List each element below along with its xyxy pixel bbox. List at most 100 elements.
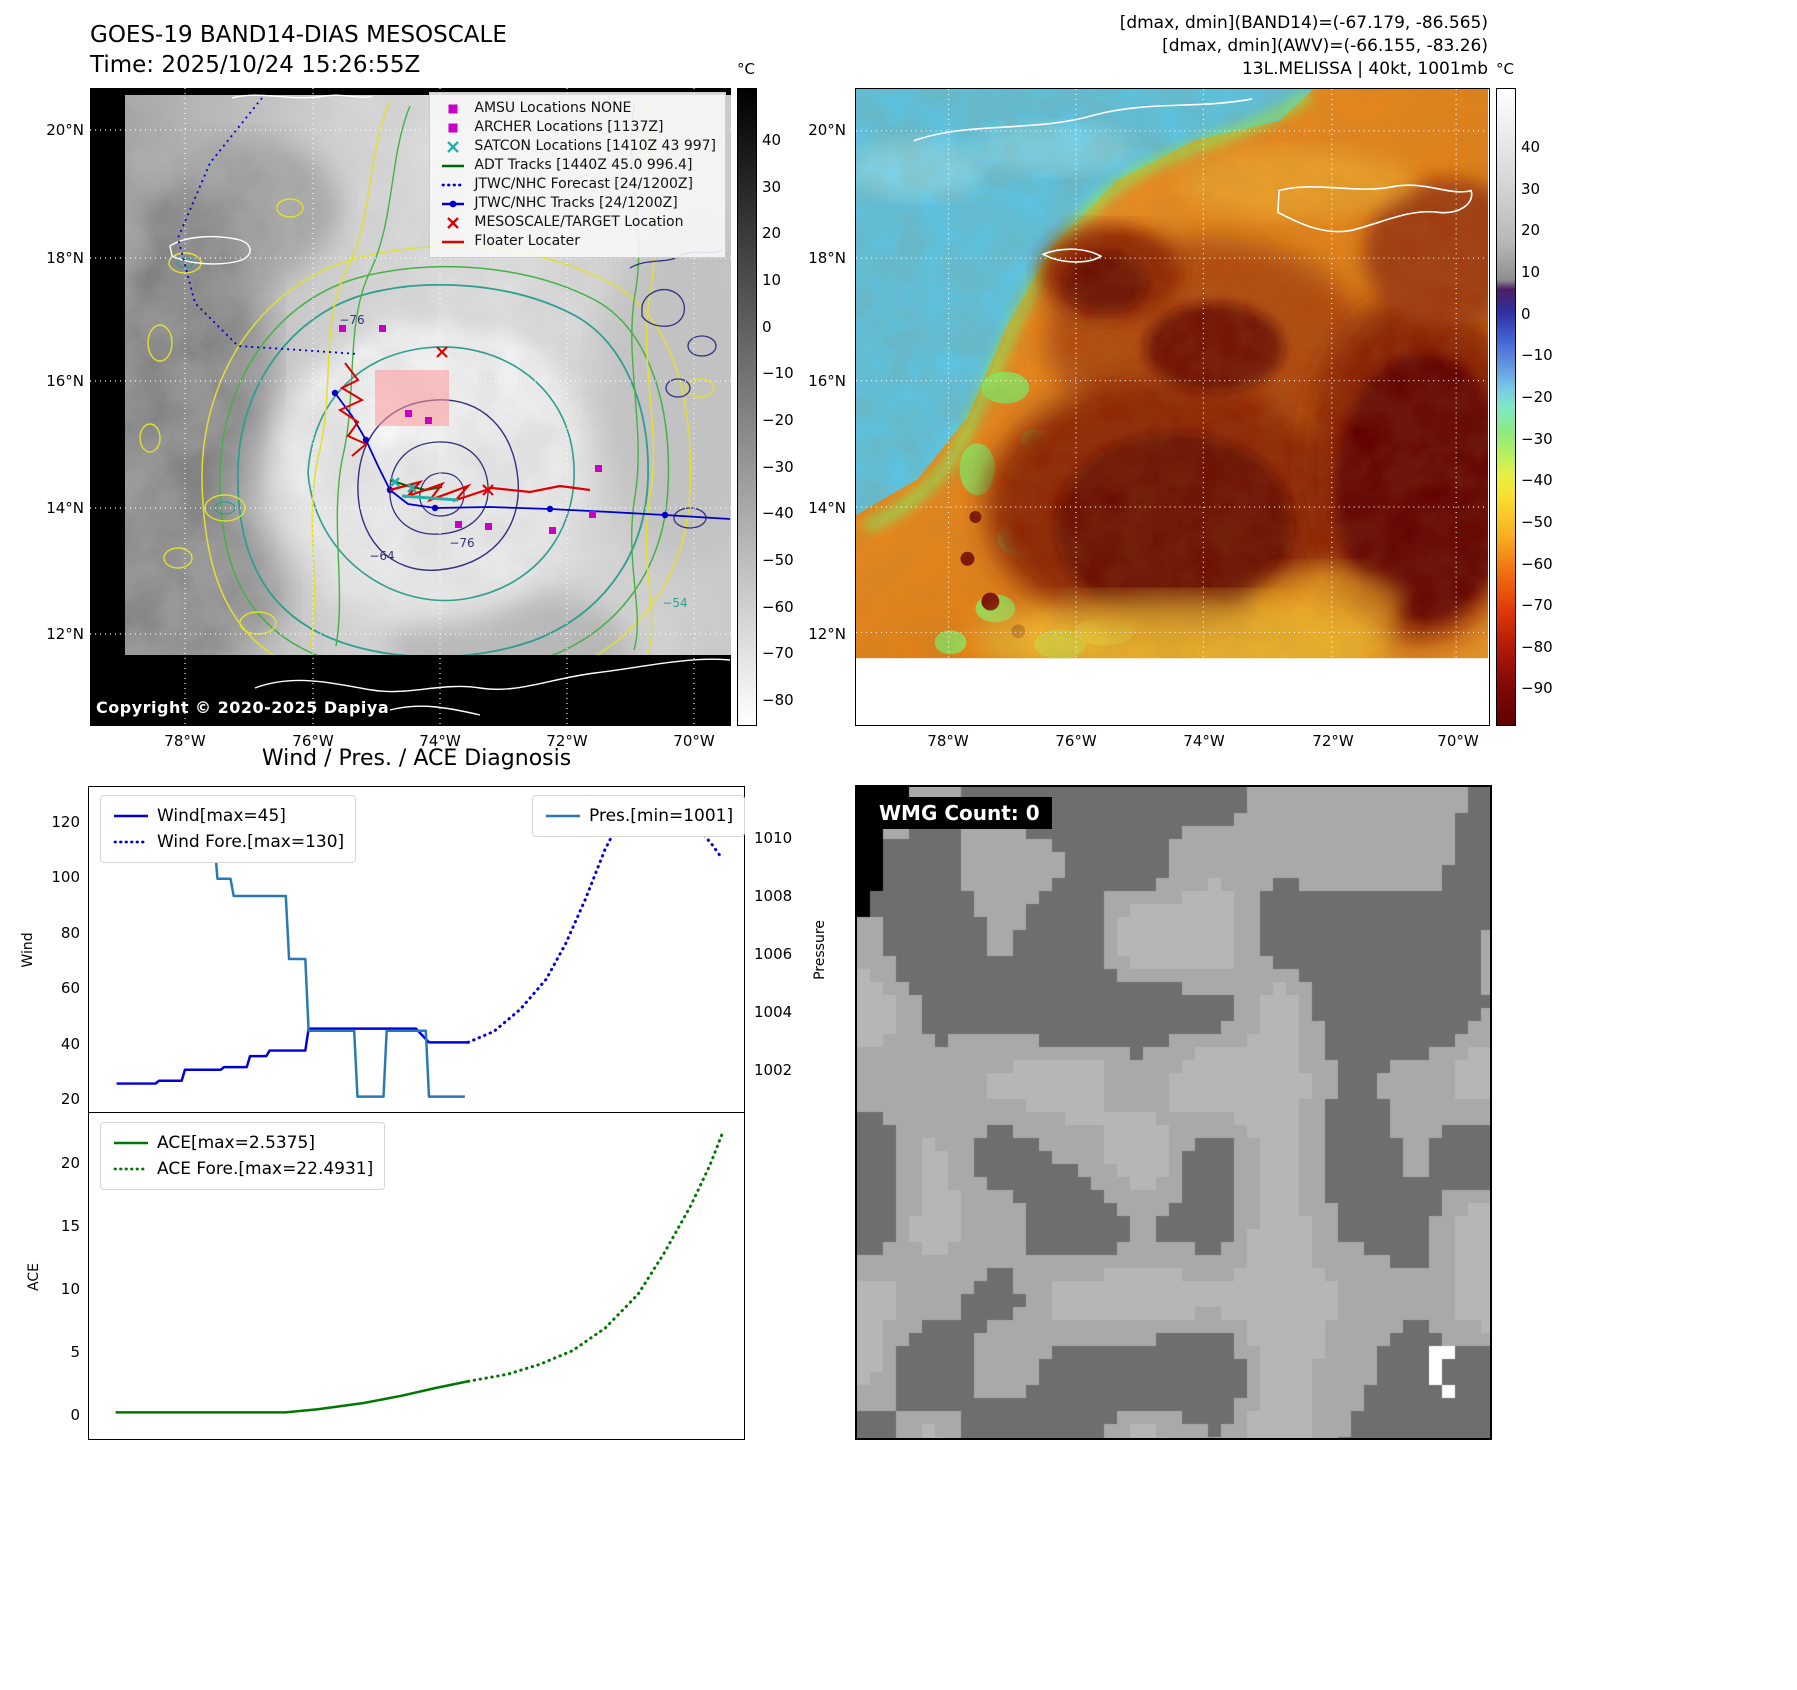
band14-title: GOES-19 BAND14-DIAS MESOSCALE [90,22,507,48]
legend-marker [544,808,582,824]
legend-item: Wind[max=45] [112,803,344,829]
band14-colorbar-tick: −40 [762,504,794,523]
legend-label: ARCHER Locations [1137Z] [474,119,664,135]
legend-item: JTWC/NHC Tracks [24/1200Z] [439,194,716,213]
line-dot-marker-icon [442,200,465,207]
awv-colorbar-tick: −30 [1521,429,1553,448]
dotted-marker-icon [113,1167,149,1171]
band14-colorbar-unit: °C [737,60,755,78]
band14-lat-label: 16°N [46,372,84,390]
awv-lat-label: 18°N [808,249,846,267]
awv-dmax-band14: [dmax, dmin](BAND14)=(-67.179, -86.565) [1119,13,1488,33]
awv-colorbar-tick: 10 [1521,262,1541,281]
line-marker-icon [114,1141,148,1145]
contour-label: −76 [449,536,475,550]
band14-subtitle: Time: 2025/10/24 15:26:55Z [90,52,421,78]
band14-lon-label: 70°W [673,732,715,750]
awv-satellite-map [855,88,1490,726]
y-tick-label-right: 1008 [754,886,793,905]
y-tick-label: 60 [60,979,80,998]
copyright-text: Copyright © 2020-2025 Dapiya [96,698,390,717]
series-line-0 [115,1380,469,1414]
band14-lon-label: 72°W [546,732,588,750]
legend-label: ACE[max=2.5375] [157,1133,315,1153]
band14-legend: AMSU Locations NONE ARCHER Locations [113… [429,92,726,258]
awv-colorbar-tick: 40 [1521,138,1541,156]
awv-colorbar-tick: −50 [1521,512,1553,531]
band14-colorbar-tick: 30 [762,177,782,196]
line-marker-icon [442,240,465,243]
satcon-markers [390,477,459,502]
band14-colorbar-tick: −30 [762,457,794,476]
band14-lat-label: 12°N [46,625,84,643]
legend-label: Wind Fore.[max=130] [157,832,345,852]
legend-label: Pres.[min=1001] [589,806,734,826]
legend-label: ACE Fore.[max=22.4931] [157,1159,374,1179]
wmg-map [857,787,1490,1438]
line-marker-icon [546,814,580,818]
awv-colorbar-tick: −10 [1521,346,1553,365]
awv-colorbar-tick: −20 [1521,387,1553,406]
band14-colorbar-tick: 20 [762,224,782,243]
awv-colorbar-tick: −90 [1521,679,1553,698]
dotted-marker-icon [441,183,465,186]
awv-colorbar-tick: 0 [1521,304,1531,323]
contour-label: −54 [662,596,688,610]
awv-lat-label: 14°N [808,499,846,517]
series-line-1 [466,1130,725,1383]
legend-item: ACE Fore.[max=22.4931] [112,1156,373,1182]
awv-header: [dmax, dmin](BAND14)=(-67.179, -86.565) … [1120,12,1488,81]
legend-label: Wind[max=45] [157,806,286,826]
floater-track [337,362,591,503]
awv-map-image [856,89,1488,724]
legend-label: Floater Locater [474,233,581,249]
legend-item: Pres.[min=1001] [544,803,733,829]
coastlines [169,94,731,716]
legend-marker [439,102,467,116]
y-tick-label-right: 1004 [754,1002,793,1021]
legend-label: AMSU Locations NONE [474,100,632,116]
pressure-axis-label: Pressure [812,920,828,980]
band14-colorbar-tick: 40 [762,131,782,149]
band14-lat-label: 14°N [46,499,84,517]
legend-marker [439,121,467,135]
legend-item: Floater Locater [439,232,716,251]
band14-lon-label: 74°W [419,732,461,750]
legend-marker [112,1161,150,1177]
legend-marker [112,834,150,850]
legend-item: SATCON Locations [1410Z 43 997] [439,137,716,156]
band14-colorbar-tick: −20 [762,411,794,430]
legend-marker [439,216,467,230]
legend-item: ACE[max=2.5375] [112,1130,373,1156]
y-tick-label: 0 [70,1405,80,1424]
awv-dmax-awv: [dmax, dmin](AWV)=(-66.155, -83.26) [1162,36,1488,56]
x-marker-icon [447,140,460,153]
awv-colorbar-tick: −40 [1521,471,1553,490]
awv-lon-label: 76°W [1055,732,1097,750]
y-tick-label: 20 [60,1154,80,1173]
awv-colorbar-unit: °C [1496,60,1514,78]
band14-lon-label: 76°W [292,732,334,750]
legend-item: AMSU Locations NONE [439,99,716,118]
wind-legend: Wind[max=45] Wind Fore.[max=130] [100,795,357,863]
jtwc-forecast-track [177,97,359,355]
band14-colorbar-tick: 0 [762,317,772,336]
coastlines [913,98,1488,695]
y-tick-label-right: 1002 [754,1060,793,1079]
square-marker-icon [448,123,458,132]
y-tick-label: 40 [60,1034,80,1053]
y-tick-label: 10 [60,1280,80,1299]
y-tick-label: 120 [51,813,80,832]
legend-label: MESOSCALE/TARGET Location [474,214,684,230]
wind-axis-label: Wind [20,932,36,968]
legend-item: MESOSCALE/TARGET Location [439,213,716,232]
series-line-0 [116,1027,469,1085]
y-tick-label: 5 [70,1342,80,1361]
band14-lat-label: 18°N [46,249,84,267]
pressure-legend: Pres.[min=1001] [532,795,746,837]
legend-label: ADT Tracks [1440Z 45.0 996.4] [474,157,693,173]
band14-colorbar-tick: −60 [762,597,794,616]
y-tick-label: 20 [60,1090,80,1109]
y-tick-label: 80 [60,923,80,942]
band14-satellite-map: AMSU Locations NONE ARCHER Locations [113… [90,88,731,726]
